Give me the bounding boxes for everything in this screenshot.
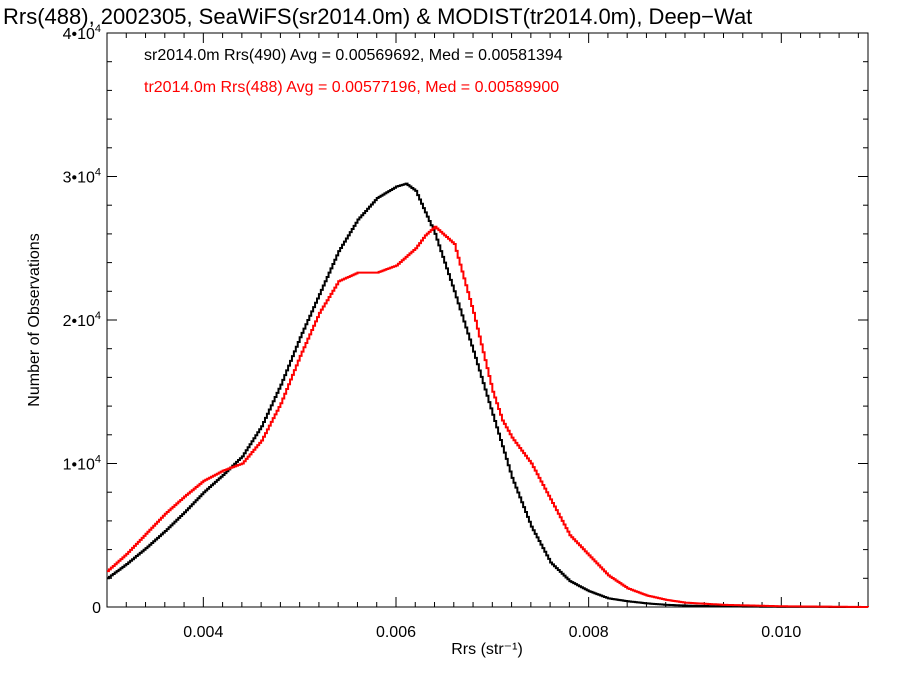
y-tick-label: 4•104 <box>63 23 101 43</box>
plot-frame <box>106 32 869 608</box>
x-axis-label: Rrs (str⁻¹) <box>451 641 523 658</box>
y-tick-label: 1•104 <box>63 454 101 474</box>
y-tick-labels: 0 1•104 2•104 3•104 4•104 <box>63 23 102 617</box>
y-tick-label: 0 <box>92 600 101 617</box>
y-tick-label: 2•104 <box>63 310 101 330</box>
y-tick-label: 3•104 <box>63 167 101 187</box>
x-tick-label: 0.006 <box>376 624 416 641</box>
series-line-0 <box>107 182 868 608</box>
series-lines <box>107 182 869 608</box>
chart-title: Rrs(488), 2002305, SeaWiFS(sr2014.0m) & … <box>3 4 752 29</box>
axis-ticks <box>107 32 868 608</box>
y-axis-label: Number of Observations <box>26 233 43 406</box>
series-line-1 <box>107 225 869 608</box>
x-tick-label: 0.010 <box>761 624 801 641</box>
x-tick-label: 0.008 <box>569 624 609 641</box>
x-tick-label: 0.004 <box>183 624 223 641</box>
legend-entry-tr2014: tr2014.0m Rrs(488) Avg = 0.00577196, Med… <box>144 79 559 96</box>
legend-entry-sr2014: sr2014.0m Rrs(490) Avg = 0.00569692, Med… <box>144 47 563 64</box>
x-tick-labels: 0.004 0.006 0.008 0.010 <box>183 624 801 641</box>
